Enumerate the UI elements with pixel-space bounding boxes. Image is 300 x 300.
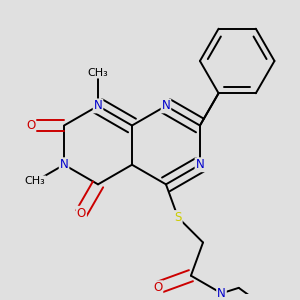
Text: N: N bbox=[60, 158, 68, 171]
Text: N: N bbox=[94, 99, 102, 112]
Text: CH₃: CH₃ bbox=[88, 68, 108, 78]
Text: N: N bbox=[196, 158, 204, 171]
Text: O: O bbox=[153, 281, 162, 294]
Text: CH₃: CH₃ bbox=[25, 176, 46, 186]
Text: O: O bbox=[77, 207, 86, 220]
Text: N: N bbox=[162, 99, 170, 112]
Text: N: N bbox=[217, 287, 226, 300]
Text: S: S bbox=[174, 211, 182, 224]
Text: O: O bbox=[26, 119, 35, 132]
